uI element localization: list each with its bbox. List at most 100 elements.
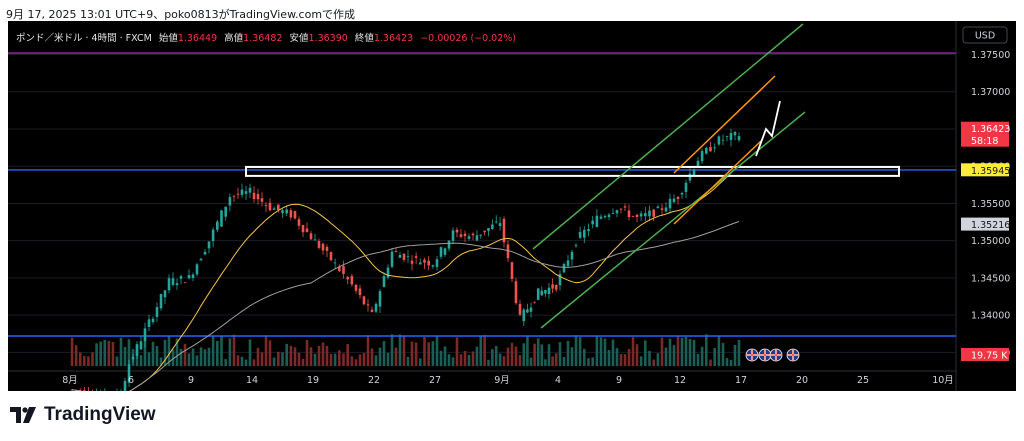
- volume-bar: [435, 336, 439, 366]
- event-icons: [745, 348, 800, 362]
- volume-bar: [366, 335, 370, 366]
- volume-bar: [342, 353, 345, 366]
- volume-bar: [268, 340, 272, 366]
- candle-body: [684, 182, 688, 192]
- candle-body: [203, 251, 207, 255]
- volume-bar: [635, 344, 639, 366]
- candle-body: [183, 282, 187, 284]
- volume-bars: [70, 334, 741, 366]
- volume-bar: [700, 346, 704, 366]
- volume-bar: [536, 338, 540, 366]
- candle-body: [562, 263, 566, 273]
- volume-bar: [566, 340, 570, 366]
- candle-body: [256, 193, 260, 200]
- legend-close: 1.36423: [373, 33, 414, 44]
- candle-body: [540, 290, 544, 296]
- volume-bar: [91, 352, 94, 366]
- volume-bar: [414, 342, 418, 366]
- candle-body: [285, 209, 288, 214]
- candle-body: [374, 303, 378, 312]
- candle-body: [574, 245, 578, 246]
- time-tick-label: 27: [429, 375, 441, 386]
- candle-body: [639, 213, 643, 217]
- candle-body: [131, 356, 135, 360]
- volume-bar: [313, 353, 317, 366]
- volume-bar: [183, 343, 187, 366]
- candle-body: [179, 276, 183, 279]
- volume-bar: [74, 345, 78, 366]
- volume-bar: [502, 356, 506, 366]
- volume-bar: [354, 359, 358, 366]
- candle-body: [163, 290, 167, 298]
- price-badge: [961, 217, 1009, 231]
- candle-body: [325, 246, 329, 251]
- volume-bar: [562, 356, 566, 366]
- volume-bar: [591, 357, 594, 366]
- candle-body: [547, 287, 551, 295]
- price-chart[interactable]: 1.375001.370001.365001.360001.355001.350…: [8, 21, 1016, 391]
- volume-bar: [285, 343, 288, 366]
- candle-body: [297, 219, 301, 226]
- candle-body: [394, 251, 398, 252]
- volume-bar: [207, 347, 211, 366]
- volume-bar: [143, 338, 147, 366]
- volume-bar: [232, 334, 236, 366]
- candle-body: [676, 196, 680, 200]
- chart-background: [8, 21, 1016, 391]
- legend-close-label: 終値: [354, 33, 374, 44]
- volume-bar: [467, 354, 471, 366]
- volume-bar: [427, 342, 430, 366]
- candle-body: [301, 225, 305, 233]
- volume-bar: [487, 359, 490, 366]
- volume-bar: [309, 347, 313, 366]
- candle-body: [554, 285, 558, 290]
- candle-body: [544, 290, 547, 294]
- candle-body: [737, 136, 741, 141]
- candle-body: [483, 230, 486, 233]
- candle-body: [83, 390, 86, 391]
- projection-path: [755, 100, 781, 157]
- volume-bar: [248, 339, 252, 366]
- tradingview-wordmark: TradingView: [44, 404, 156, 425]
- candle-body: [252, 192, 256, 200]
- volume-bar: [514, 346, 518, 366]
- candle-body: [491, 224, 494, 230]
- candle-body: [321, 243, 325, 251]
- candle-body: [536, 288, 540, 300]
- price-axis: 1.375001.370001.365001.360001.355001.350…: [961, 26, 1010, 362]
- candle-body: [522, 309, 526, 322]
- currency-button[interactable]: [962, 26, 1008, 44]
- candle-body: [248, 187, 252, 193]
- volume-bar: [147, 352, 151, 366]
- tradingview-logo[interactable]: TradingView: [10, 404, 156, 426]
- chart-frame[interactable]: 1.375001.370001.365001.360001.355001.350…: [8, 21, 1016, 391]
- candle-body: [656, 206, 660, 209]
- chart-caption: 9月 17, 2025 13:01 UTC+9、poko0813がTrading…: [6, 8, 356, 21]
- volume-bar: [107, 340, 111, 366]
- volume-bar: [672, 345, 676, 366]
- candle-body: [313, 239, 317, 241]
- candle-body: [479, 234, 483, 236]
- volume-bar: [297, 352, 301, 366]
- volume-bar: [729, 359, 733, 366]
- volume-bar: [329, 353, 333, 366]
- volume-bar: [83, 355, 86, 366]
- candle-body: [260, 198, 264, 202]
- volume-bar: [191, 348, 195, 366]
- price-badge-label: 1.35216: [971, 220, 1010, 231]
- candle-body: [447, 240, 451, 249]
- volume-bar: [533, 343, 536, 366]
- time-tick-label: 6: [128, 375, 134, 386]
- time-tick-label: 8月: [62, 375, 78, 386]
- candle-body: [709, 147, 712, 152]
- candle-body: [692, 169, 696, 176]
- volume-bar: [587, 358, 590, 366]
- candle-body: [362, 296, 366, 305]
- volume-bar: [386, 352, 390, 366]
- candle-body: [587, 229, 590, 232]
- price-badge: [961, 133, 1009, 147]
- candle-body: [370, 309, 374, 312]
- volume-bar: [155, 346, 159, 366]
- volume-bar: [423, 337, 426, 366]
- candle-body: [566, 260, 570, 266]
